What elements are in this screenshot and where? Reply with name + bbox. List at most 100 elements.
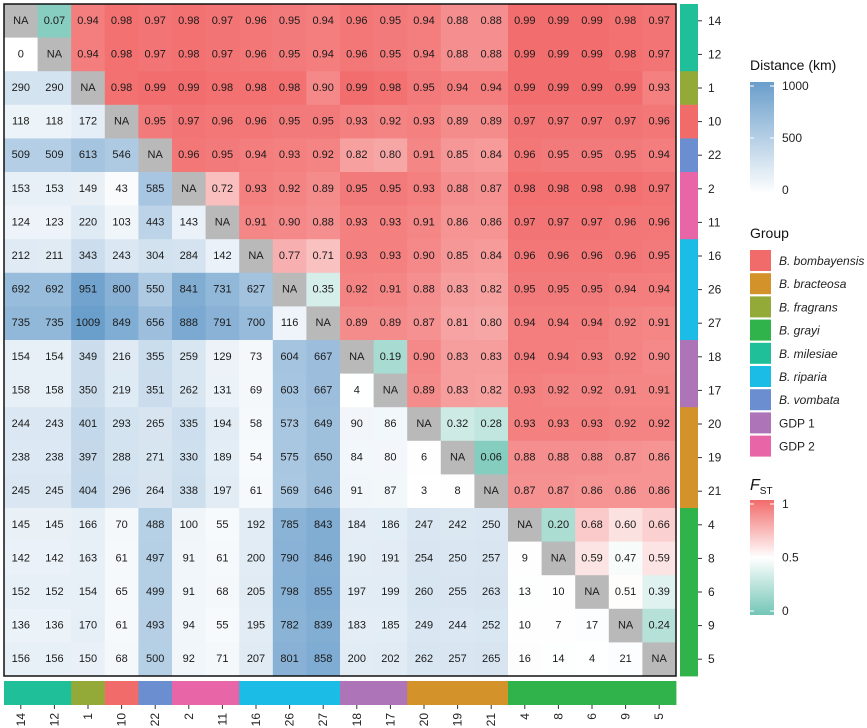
cell-value-label: NA [248,250,264,262]
heatmap-cell [37,575,72,610]
cell-value-label: 103 [112,216,130,228]
cell-value-label: 250 [448,552,466,564]
heatmap-cell [340,642,374,677]
group-legend-label: B. vombata [779,393,840,407]
cell-value-label: 304 [146,250,164,262]
cell-value-label: 91 [351,485,363,497]
cell-value-label: 91 [183,552,195,564]
heatmap-cell [407,239,442,274]
cell-value-label: 80 [384,452,396,464]
cell-value-label: 0.06 [480,452,501,464]
cell-value-label: 259 [180,351,198,363]
cell-value-label: 0.88 [312,216,333,228]
heatmap-cell [508,272,542,307]
distance-tick-label: 500 [782,131,802,145]
cell-value-label: 0 [18,48,24,60]
heatmap-cell [172,407,206,442]
cell-value-label: 118 [12,116,30,128]
cell-value-label: 350 [79,384,97,396]
cell-value-label: 0.95 [615,149,636,161]
heatmap-cell [239,340,274,374]
heatmap-cell [407,508,442,542]
cell-value-label: 0.95 [514,284,535,296]
cell-value-label: 61 [216,552,228,564]
heatmap-cell [306,138,341,173]
heatmap-cell [4,306,38,341]
cell-value-label: 13 [519,586,531,598]
heatmap-cell [138,272,173,307]
cell-value-label: 0.96 [548,250,569,262]
group-legend-swatch [750,273,771,295]
cell-value-label: 0.97 [648,15,669,27]
heatmap-cell [205,508,240,542]
cell-value-label: 0.88 [480,48,501,60]
heatmap-cell [373,575,408,610]
heatmap-cell [608,37,643,72]
cell-value-label: 401 [79,418,97,430]
heatmap-cell [440,205,475,240]
cell-value-label: 0.89 [312,183,333,195]
cell-value-label: NA [416,418,432,430]
heatmap-cell [138,340,173,374]
heatmap-cell [575,272,610,307]
heatmap-cell [104,4,139,38]
cell-value-label: 951 [79,284,97,296]
heatmap-cell [541,4,576,38]
cell-value-label: 0.96 [346,15,367,27]
heatmap-cell [71,642,106,677]
column-group-swatch [37,681,72,705]
heatmap-cell [205,407,240,442]
cell-value-label: 4 [589,653,595,665]
cell-value-label: 0.97 [212,15,233,27]
heatmap-cell [575,4,610,38]
heatmap-cell [440,239,475,274]
cell-value-label: 0.99 [581,82,602,94]
cell-value-label: 0.91 [615,384,636,396]
heatmap-cell [104,642,139,677]
heatmap-cell [508,575,542,610]
heatmap-cell [440,37,475,72]
cell-value-label: 0.87 [615,452,636,464]
row-group-swatch [680,37,698,72]
heatmap-cell [541,37,576,72]
heatmap-cell [4,373,38,408]
fst-legend: FST 0 0.5 1 [750,477,799,618]
heatmap-cell [642,541,677,576]
heatmap-cell [608,272,643,307]
cell-value-label: 290 [12,82,30,94]
heatmap-cell [205,340,240,374]
cell-value-label: 0.97 [212,48,233,60]
heatmap-cell [575,37,610,72]
cell-value-label: 194 [213,418,231,430]
cell-value-label: 0.68 [581,519,602,531]
row-group-swatch [680,642,698,677]
cell-value-label: 858 [314,653,332,665]
heatmap-cell [508,541,542,576]
cell-value-label: 8 [455,485,461,497]
heatmap-cell [239,508,274,542]
cell-value-label: 735 [45,317,63,329]
heatmap-cell [4,407,38,442]
heatmap-cell [138,71,173,106]
heatmap-cell [306,407,341,442]
column-tick-label: 2 [182,713,196,720]
heatmap-cell [642,239,677,274]
heatmap-cell [407,642,442,677]
heatmap-cell [37,4,72,38]
cell-value-label: 265 [482,653,500,665]
heatmap-cell [71,104,106,139]
heatmap-cell [508,373,542,408]
heatmap-cell [373,71,408,106]
row-tick-label: 2 [708,182,715,196]
cell-value-label: 0.98 [212,82,233,94]
cell-value-label: 0.97 [514,216,535,228]
column-tick-label: 10 [115,713,129,727]
column-tick-label: 18 [350,713,364,727]
fst-tick-label: 0 [782,604,789,618]
heatmap-cell [608,642,643,677]
heatmap-cell [37,508,72,542]
heatmap-cell [138,608,173,643]
cell-value-label: 242 [448,519,466,531]
heatmap-cell [272,474,307,509]
column-group-swatch [306,681,341,705]
